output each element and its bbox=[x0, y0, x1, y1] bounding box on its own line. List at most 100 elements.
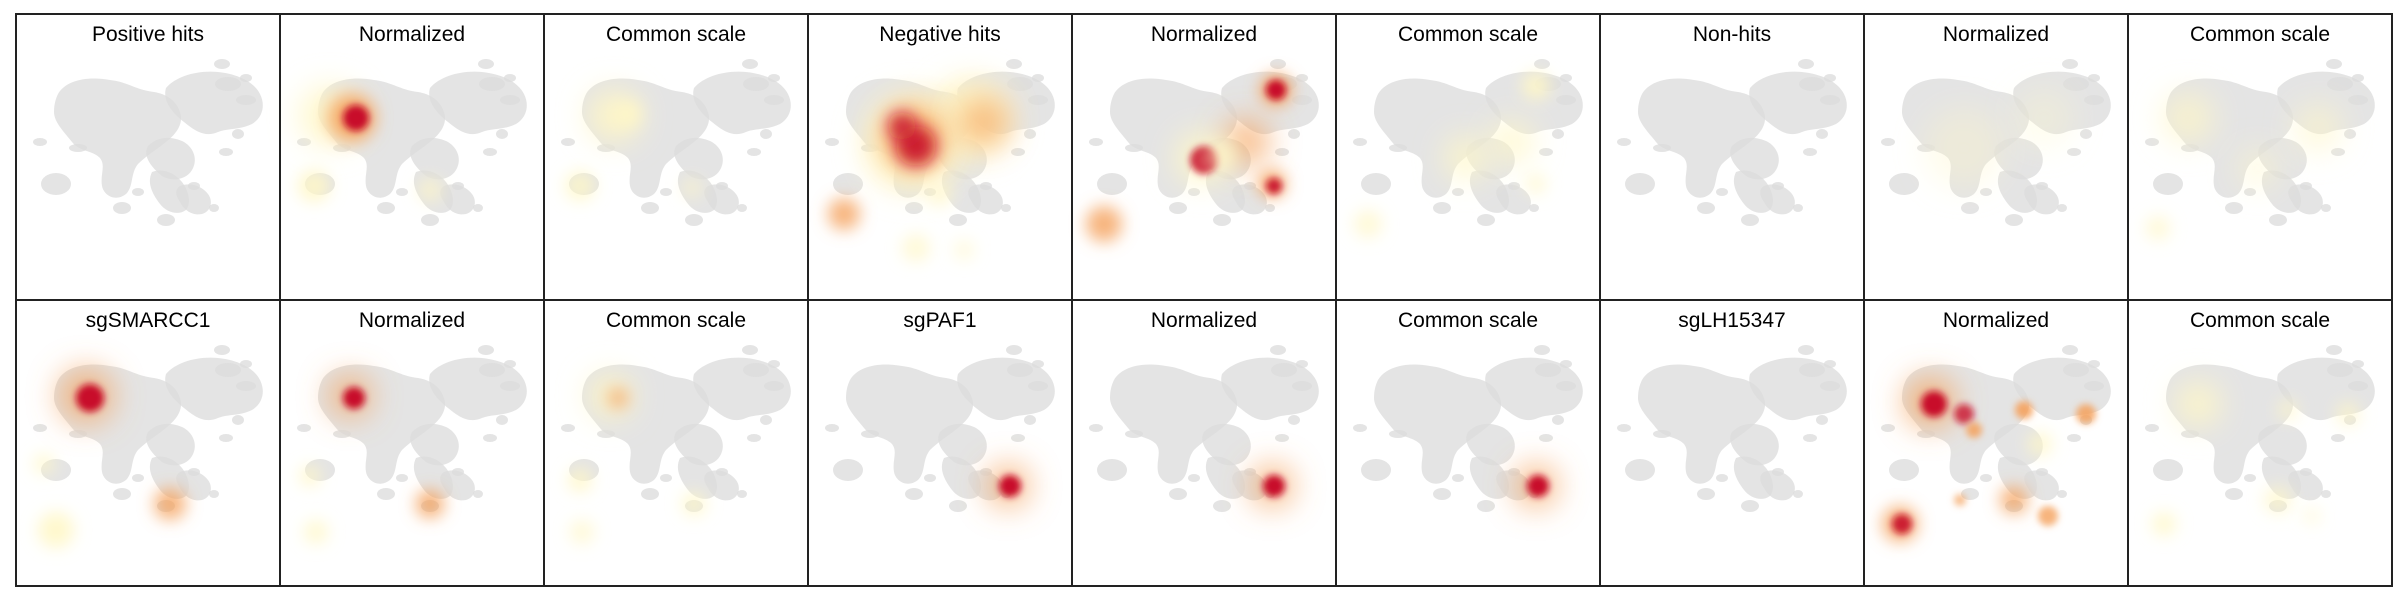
embedding-plot bbox=[561, 345, 791, 544]
panel-title: Non-hits bbox=[1693, 23, 1771, 46]
panel-common-scale: Common scale bbox=[543, 299, 809, 587]
cell-cluster bbox=[1275, 148, 1289, 156]
cell-cluster bbox=[1980, 188, 1992, 196]
cell-cluster bbox=[1361, 173, 1391, 195]
density-hotspot bbox=[2028, 432, 2052, 456]
cell-cluster bbox=[1089, 424, 1103, 432]
cell-cluster bbox=[504, 360, 516, 368]
cell-cluster bbox=[2063, 363, 2089, 377]
cell-cluster bbox=[2005, 214, 2023, 226]
cell-cluster bbox=[1556, 95, 1576, 105]
cell-cluster bbox=[905, 202, 923, 214]
cell-cluster bbox=[1188, 188, 1200, 196]
cell-cluster bbox=[1205, 170, 1245, 213]
density-hotspot bbox=[1490, 120, 1534, 164]
cell-cluster bbox=[2269, 214, 2287, 226]
cell-cluster bbox=[1560, 360, 1572, 368]
cell-cluster bbox=[1006, 345, 1022, 355]
cell-cluster bbox=[2352, 74, 2364, 82]
cell-cluster bbox=[69, 430, 87, 438]
cell-cluster bbox=[440, 470, 475, 501]
cell-cluster bbox=[1799, 363, 1825, 377]
cell-silhouette bbox=[33, 345, 263, 512]
cell-cluster bbox=[1803, 434, 1817, 442]
cell-cluster bbox=[413, 456, 453, 499]
cell-cluster bbox=[833, 459, 863, 481]
cell-cluster bbox=[1560, 74, 1572, 82]
cell-cluster bbox=[1697, 202, 1715, 214]
density-hotspot bbox=[1266, 80, 1286, 100]
panel-border bbox=[2127, 299, 2393, 587]
cell-cluster bbox=[1730, 423, 1779, 466]
cell-cluster bbox=[377, 202, 395, 214]
cell-cluster bbox=[1374, 364, 1502, 484]
density-hotspot bbox=[34, 454, 54, 474]
cell-cluster bbox=[473, 204, 483, 212]
cell-cluster bbox=[297, 138, 311, 146]
cell-cluster bbox=[1296, 74, 1308, 82]
cell-cluster bbox=[924, 474, 936, 482]
density-overlay bbox=[1882, 376, 2096, 542]
cell-cluster bbox=[1032, 360, 1044, 368]
cell-cluster bbox=[704, 470, 739, 501]
density-hotspot bbox=[2278, 400, 2298, 420]
panel-title: Normalized bbox=[359, 309, 465, 332]
density-overlay bbox=[300, 374, 444, 544]
density-hotspot bbox=[1892, 514, 1912, 534]
cell-silhouette bbox=[1617, 59, 1847, 226]
cell-cluster bbox=[846, 364, 974, 484]
cell-cluster bbox=[1169, 202, 1187, 214]
density-hotspot bbox=[682, 492, 706, 516]
density-hotspot bbox=[902, 234, 930, 262]
cell-cluster bbox=[1824, 360, 1836, 368]
panel-common-scale: Common scale bbox=[1335, 13, 1601, 301]
cell-cluster bbox=[1793, 204, 1803, 212]
cell-cluster bbox=[2258, 423, 2307, 466]
cell-cluster bbox=[2024, 470, 2059, 501]
cell-cluster bbox=[1469, 456, 1509, 499]
cell-cluster bbox=[33, 138, 47, 146]
panel-normalized: Normalized bbox=[1071, 13, 1337, 301]
cell-cluster bbox=[716, 468, 728, 476]
cell-cluster bbox=[452, 182, 464, 190]
density-hotspot bbox=[2038, 506, 2058, 526]
cell-cluster bbox=[1188, 474, 1200, 482]
cell-cluster bbox=[1452, 474, 1464, 482]
cell-cluster bbox=[1625, 459, 1655, 481]
panel-normalized: Normalized bbox=[279, 299, 545, 587]
cell-cluster bbox=[1529, 204, 1539, 212]
panel-title: Normalized bbox=[1943, 23, 2049, 46]
cell-cluster bbox=[825, 424, 839, 432]
density-hotspot bbox=[2304, 508, 2320, 524]
density-overlay bbox=[1354, 72, 1550, 238]
cell-cluster bbox=[1534, 59, 1550, 69]
embedding-plot bbox=[1617, 345, 1847, 512]
panel-normalized: Normalized bbox=[279, 13, 545, 301]
cell-cluster bbox=[1125, 430, 1143, 438]
cell-cluster bbox=[1816, 129, 1828, 139]
cell-cluster bbox=[2331, 148, 2345, 156]
panel-title: Common scale bbox=[606, 309, 746, 332]
cell-cluster bbox=[660, 188, 672, 196]
cell-cluster bbox=[1202, 423, 1251, 466]
cell-cluster bbox=[1772, 468, 1784, 476]
cell-cluster bbox=[747, 434, 761, 442]
cell-cluster bbox=[1917, 430, 1935, 438]
cell-cluster bbox=[1997, 170, 2037, 213]
density-hotspot bbox=[1086, 206, 1122, 242]
cell-cluster bbox=[2326, 59, 2342, 69]
cell-cluster bbox=[33, 424, 47, 432]
density-overlay bbox=[568, 374, 706, 544]
cell-cluster bbox=[1011, 434, 1025, 442]
panel-title: Common scale bbox=[1398, 309, 1538, 332]
cell-cluster bbox=[1452, 188, 1464, 196]
cell-cluster bbox=[214, 345, 230, 355]
cell-cluster bbox=[760, 129, 772, 139]
panel-normalized: Normalized bbox=[1071, 299, 1337, 587]
cell-cluster bbox=[1820, 95, 1840, 105]
cell-cluster bbox=[1110, 78, 1238, 198]
cell-cluster bbox=[905, 488, 923, 500]
density-overlay bbox=[1514, 464, 1558, 508]
density-hotspot bbox=[298, 170, 330, 202]
panel-sgsmarcc1: sgSMARCC1 bbox=[15, 299, 281, 587]
